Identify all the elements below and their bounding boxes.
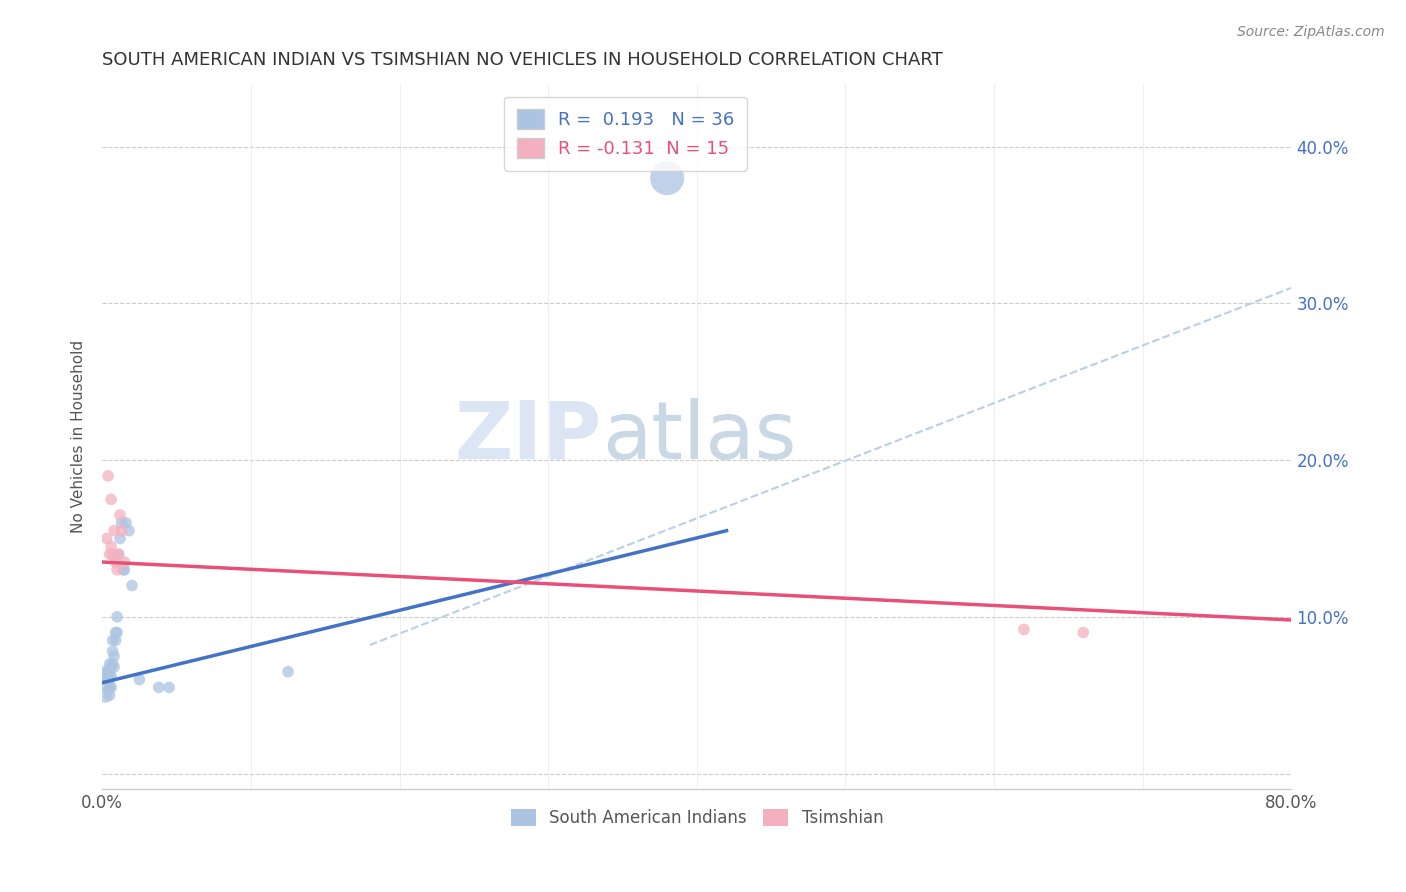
Point: [157, 681, 180, 695]
Point: [97, 673, 120, 687]
Point: [655, 171, 678, 186]
Point: [1012, 623, 1035, 637]
Point: [121, 578, 143, 592]
Point: [105, 610, 128, 624]
Point: [98, 681, 121, 695]
Point: [105, 625, 128, 640]
Point: [96, 673, 118, 687]
Legend: South American Indians, Tsimshian: South American Indians, Tsimshian: [503, 802, 890, 834]
Point: [108, 508, 131, 522]
Point: [118, 524, 141, 538]
Point: [111, 563, 134, 577]
Y-axis label: No Vehicles in Household: No Vehicles in Household: [72, 340, 86, 533]
Point: [100, 492, 122, 507]
Point: [110, 524, 132, 538]
Point: [1073, 625, 1095, 640]
Point: [100, 681, 122, 695]
Point: [97, 468, 120, 483]
Text: SOUTH AMERICAN INDIAN VS TSIMSHIAN NO VEHICLES IN HOUSEHOLD CORRELATION CHART: SOUTH AMERICAN INDIAN VS TSIMSHIAN NO VE…: [103, 51, 943, 69]
Point: [97, 681, 120, 695]
Point: [105, 563, 128, 577]
Point: [101, 547, 124, 561]
Point: [98, 665, 121, 679]
Point: [107, 547, 129, 561]
Point: [101, 644, 124, 658]
Point: [114, 563, 136, 577]
Point: [104, 555, 127, 569]
Point: [97, 665, 120, 679]
Point: [128, 673, 150, 687]
Text: atlas: atlas: [602, 398, 796, 475]
Point: [103, 524, 125, 538]
Point: [98, 547, 121, 561]
Point: [115, 516, 138, 530]
Point: [100, 540, 122, 554]
Point: [98, 673, 121, 687]
Point: [98, 688, 121, 702]
Point: [148, 681, 170, 695]
Point: [107, 547, 129, 561]
Point: [100, 660, 122, 674]
Point: [110, 516, 132, 530]
Point: [103, 648, 125, 663]
Point: [96, 665, 118, 679]
Point: [100, 669, 122, 683]
Point: [98, 657, 121, 671]
Point: [101, 657, 124, 671]
Point: [277, 665, 299, 679]
Point: [114, 555, 136, 569]
Point: [103, 660, 125, 674]
Point: [104, 625, 127, 640]
Point: [101, 633, 124, 648]
Text: ZIP: ZIP: [454, 398, 602, 475]
Point: [96, 532, 118, 546]
Point: [108, 532, 131, 546]
Point: [94, 688, 117, 702]
Point: [104, 633, 127, 648]
Text: Source: ZipAtlas.com: Source: ZipAtlas.com: [1237, 25, 1385, 39]
